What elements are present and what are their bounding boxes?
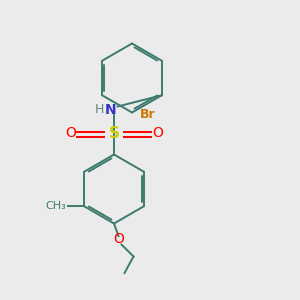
Text: N: N <box>105 103 117 116</box>
Text: Br: Br <box>140 107 155 121</box>
Text: CH₃: CH₃ <box>45 201 66 211</box>
Text: S: S <box>109 126 119 141</box>
Text: H: H <box>95 103 104 116</box>
Text: O: O <box>113 232 124 246</box>
Text: O: O <box>152 127 163 140</box>
Text: O: O <box>65 127 76 140</box>
